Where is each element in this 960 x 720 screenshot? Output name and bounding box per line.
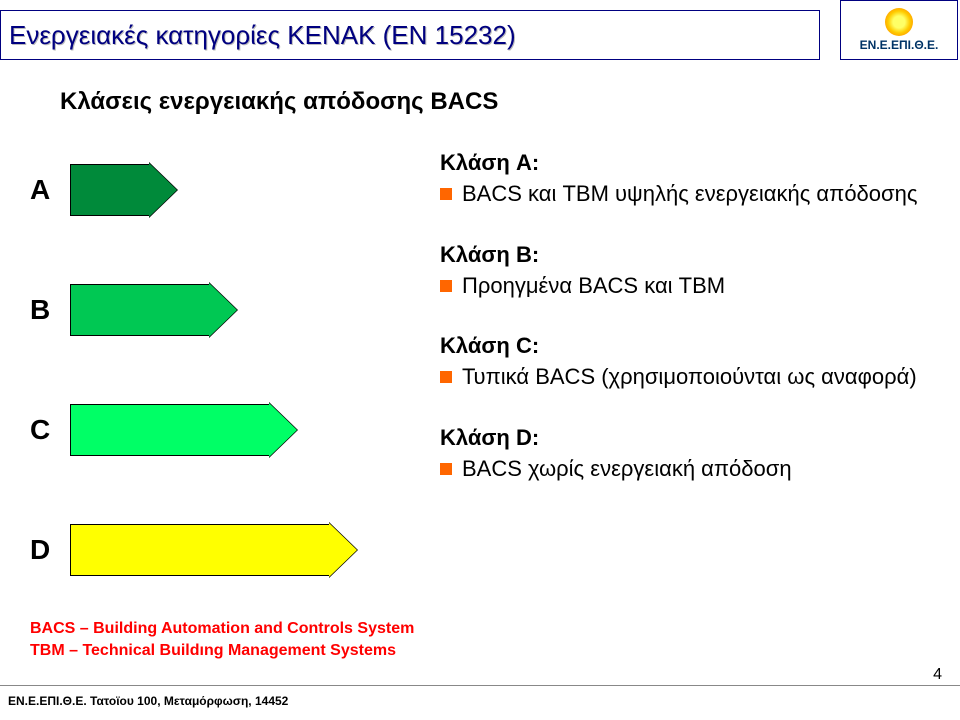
arrow-D — [70, 524, 358, 576]
desc-line-A: BACS και TBM υψηλής ενεργειακής απόδοσης — [440, 180, 920, 208]
def-line-1: BACS – Building Automation and Controls … — [30, 618, 414, 640]
slide: Ενεργειακές κατηγορίες ΚΕΝΑΚ (EN 15232) … — [0, 0, 960, 720]
desc-text-B: Προηγμένα BACS και TBM — [462, 272, 725, 300]
arrow-row-B: B — [30, 280, 430, 340]
desc-block-B: Κλάση B: Προηγμένα BACS και TBM — [440, 242, 920, 300]
sun-icon — [885, 8, 913, 36]
desc-line-C: Τυπικά BACS (χρησιμοποιούνται ως αναφορά… — [440, 363, 920, 391]
arrows-column: A B C D — [30, 160, 430, 640]
bullet-icon — [440, 188, 452, 200]
arrow-label-D: D — [30, 534, 70, 566]
logo-text: ΕΝ.Ε.ΕΠΙ.Θ.Ε. — [860, 38, 939, 52]
desc-text-A: BACS και TBM υψηλής ενεργειακής απόδοσης — [462, 180, 917, 208]
bottom-rule — [0, 685, 960, 687]
bullet-icon — [440, 280, 452, 292]
bullet-icon — [440, 463, 452, 475]
desc-line-B: Προηγμένα BACS και TBM — [440, 272, 920, 300]
title-cell: Ενεργειακές κατηγορίες ΚΕΝΑΚ (EN 15232) — [0, 10, 820, 60]
desc-title-A: Κλάση A: — [440, 150, 920, 176]
arrow-label-A: A — [30, 174, 70, 206]
subtitle: Κλάσεις ενεργειακής απόδοσης BACS — [60, 88, 498, 116]
desc-title-C: Κλάση C: — [440, 333, 920, 359]
arrow-row-C: C — [30, 400, 430, 460]
desc-block-A: Κλάση A: BACS και TBM υψηλής ενεργειακής… — [440, 150, 920, 208]
arrow-label-B: B — [30, 294, 70, 326]
desc-title-D: Κλάση D: — [440, 425, 920, 451]
arrow-row-D: D — [30, 520, 430, 580]
definitions: BACS – Building Automation and Controls … — [30, 618, 414, 661]
slide-title: Ενεργειακές κατηγορίες ΚΕΝΑΚ (EN 15232) — [9, 20, 516, 51]
arrow-A — [70, 164, 178, 216]
bullet-icon — [440, 371, 452, 383]
page-number: 4 — [933, 666, 942, 684]
arrow-label-C: C — [30, 414, 70, 446]
arrow-C — [70, 404, 298, 456]
desc-block-D: Κλάση D: BACS χωρίς ενεργειακή απόδοση — [440, 425, 920, 483]
desc-block-C: Κλάση C: Τυπικά BACS (χρησιμοποιούνται ω… — [440, 333, 920, 391]
arrow-row-A: A — [30, 160, 430, 220]
desc-text-C: Τυπικά BACS (χρησιμοποιούνται ως αναφορά… — [462, 363, 917, 391]
logo-cell: ΕΝ.Ε.ΕΠΙ.Θ.Ε. — [840, 0, 958, 60]
desc-title-B: Κλάση B: — [440, 242, 920, 268]
def-line-2: TBM – Technical Buildıng Management Syst… — [30, 640, 414, 662]
footer-address: ΕΝ.Ε.ΕΠΙ.Θ.Ε. Τατοϊου 100, Μεταμόρφωση, … — [8, 694, 288, 708]
desc-text-D: BACS χωρίς ενεργειακή απόδοση — [462, 455, 792, 483]
descriptions-column: Κλάση A: BACS και TBM υψηλής ενεργειακής… — [440, 150, 920, 516]
desc-line-D: BACS χωρίς ενεργειακή απόδοση — [440, 455, 920, 483]
arrow-B — [70, 284, 238, 336]
